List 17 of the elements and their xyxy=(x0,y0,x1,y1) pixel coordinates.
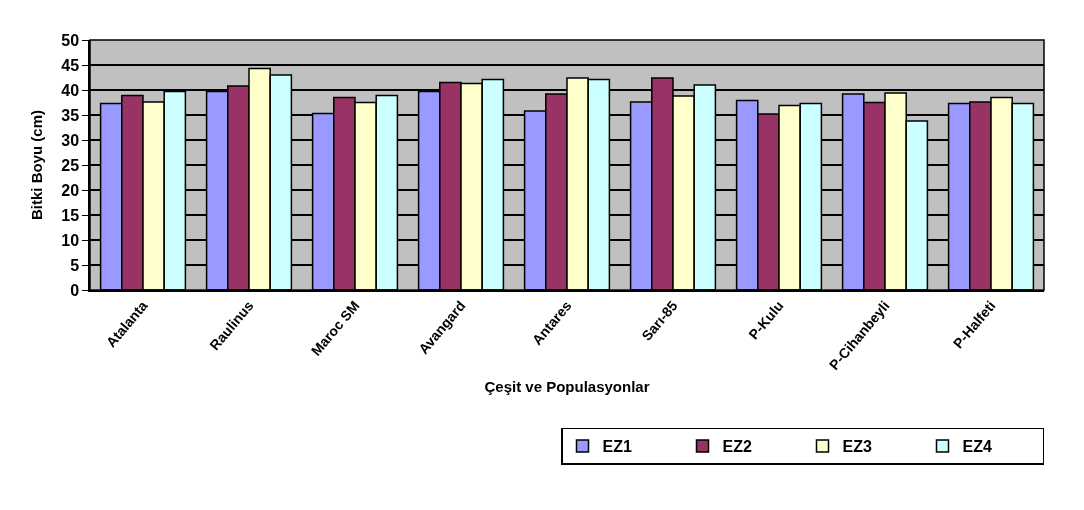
legend-label: EZ1 xyxy=(602,438,632,456)
y-tick-label: 25 xyxy=(61,156,80,174)
y-tick-label: 10 xyxy=(61,231,80,249)
y-tick-label: 45 xyxy=(61,56,80,74)
y-tick-label: 0 xyxy=(70,281,80,299)
x-axis-title: Çeşit ve Populasyonlar xyxy=(484,378,650,396)
y-tick-label: 5 xyxy=(70,256,80,274)
y-axis-title: Bitki Boyu (cm) xyxy=(28,109,45,221)
legend-label: EZ4 xyxy=(962,438,992,456)
legend-label: EZ3 xyxy=(842,438,872,456)
y-tick-label: 15 xyxy=(61,206,80,224)
y-tick-label: 40 xyxy=(61,81,80,99)
y-tick-label: 20 xyxy=(61,181,80,199)
y-tick-label: 35 xyxy=(61,106,80,124)
y-tick-label: 30 xyxy=(61,131,80,149)
y-tick-label: 50 xyxy=(61,31,80,49)
legend-label: EZ2 xyxy=(722,438,752,456)
